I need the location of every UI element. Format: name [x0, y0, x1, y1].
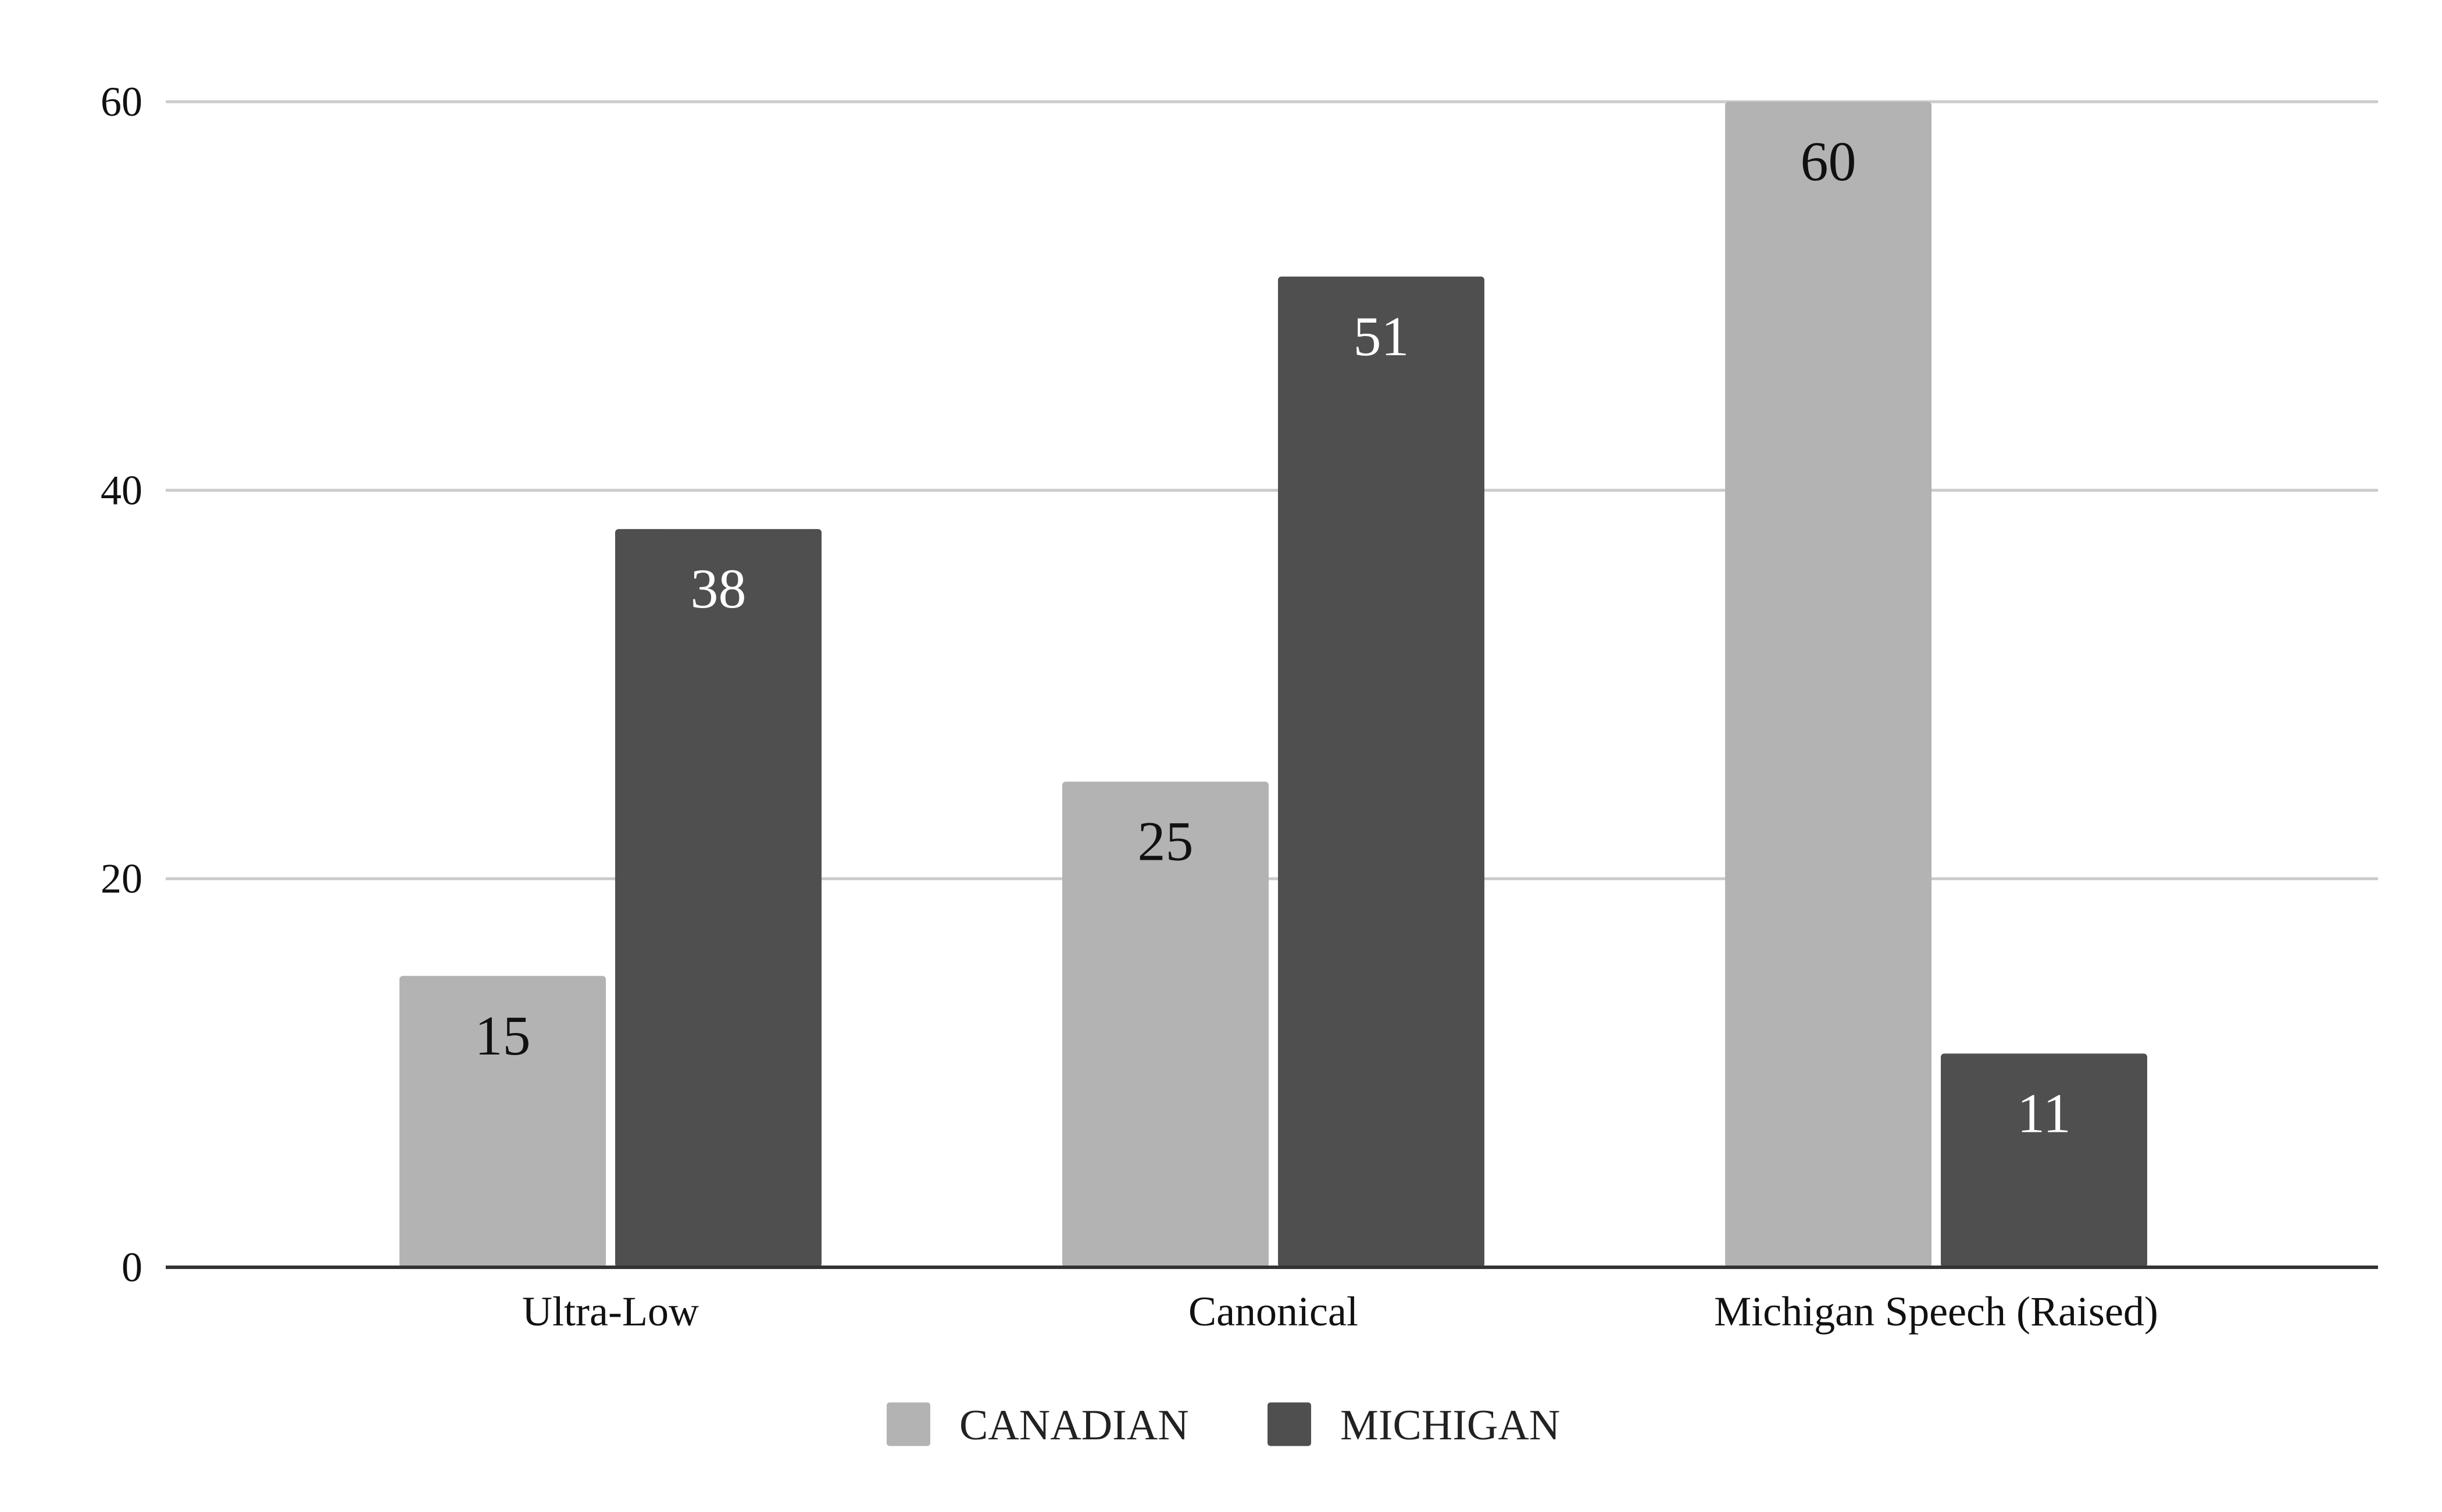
bar-canadian-1	[399, 975, 606, 1267]
legend: CANADIAN MICHIGAN	[887, 1402, 1560, 1449]
data-label: 51	[1354, 305, 1409, 367]
data-label: 11	[2017, 1082, 2070, 1144]
x-category-label: Ultra-Low	[522, 1288, 699, 1335]
y-tick-label: 40	[101, 467, 142, 513]
bar-michigan-2	[1278, 276, 1484, 1267]
data-label: 15	[475, 1005, 531, 1067]
y-tick-label: 20	[101, 856, 142, 902]
y-tick-label: 60	[101, 78, 142, 125]
legend-swatch-michigan	[1268, 1402, 1311, 1446]
x-category-label: Canonical	[1188, 1288, 1358, 1335]
bar-michigan-3	[1941, 1053, 2147, 1267]
data-label: 38	[691, 557, 747, 620]
legend-label-michigan: MICHIGAN	[1340, 1402, 1560, 1449]
data-labels: 15 38 25 51 60 11	[475, 130, 2071, 1144]
bar-canadian-3	[1725, 102, 1932, 1267]
y-axis-tick-labels: 0 20 40 60	[101, 78, 142, 1291]
legend-swatch-canadian	[887, 1402, 930, 1446]
y-tick-label: 0	[122, 1244, 142, 1291]
bars	[399, 102, 2147, 1267]
data-label: 60	[1801, 130, 1857, 192]
legend-label-canadian: CANADIAN	[959, 1402, 1189, 1449]
x-axis-category-labels: Ultra-Low Canonical Michigan Speech (Raise…	[522, 1288, 2158, 1335]
gridlines	[166, 100, 2378, 881]
x-category-label: Michigan Speech (Raised)	[1714, 1288, 2158, 1335]
bar-michigan-1	[615, 529, 822, 1267]
bar-canadian-2	[1062, 781, 1269, 1267]
data-label: 25	[1138, 810, 1194, 873]
